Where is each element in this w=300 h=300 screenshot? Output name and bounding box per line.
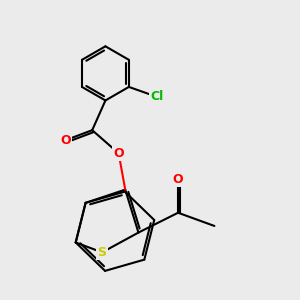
- Text: O: O: [173, 173, 183, 186]
- Text: S: S: [98, 246, 106, 259]
- Text: O: O: [61, 134, 71, 147]
- Text: Cl: Cl: [150, 90, 164, 103]
- Text: O: O: [113, 147, 124, 160]
